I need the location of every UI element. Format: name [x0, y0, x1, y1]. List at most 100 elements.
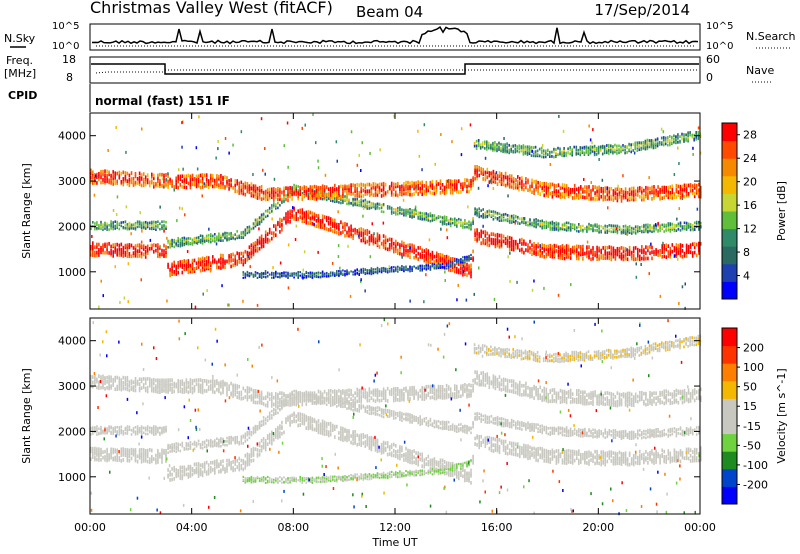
power-cell: [441, 256, 444, 261]
power-cell: [508, 236, 511, 240]
power-cell: [475, 147, 478, 150]
power-cell: [565, 186, 568, 191]
power-cell: [120, 248, 123, 252]
power-cell: [650, 139, 653, 142]
power-cell: [539, 181, 541, 185]
power-cell: [187, 240, 190, 244]
power-colorbar-segment: [722, 175, 737, 194]
velocity-cell: [193, 469, 196, 473]
power-cell: [122, 177, 125, 181]
power-cell: [659, 187, 661, 192]
power-cell: [277, 197, 279, 202]
power-cell: [598, 228, 600, 232]
power-cell: [122, 182, 125, 187]
power-cell: [622, 230, 625, 233]
power-cell: [527, 178, 529, 183]
power-cell: [510, 243, 513, 248]
power-cell: [543, 224, 545, 227]
power-cell: [220, 239, 222, 242]
power-cell: [110, 176, 112, 180]
power-cell: [417, 265, 419, 268]
power-cell: [531, 184, 533, 189]
power-cell: [683, 133, 685, 136]
power-cell: [118, 253, 121, 257]
power-cell: [431, 186, 434, 191]
power-cell: [230, 183, 232, 188]
power-cell: [142, 179, 145, 184]
power-cell: [661, 223, 663, 227]
power-cell: [264, 172, 266, 176]
power-cell: [205, 264, 208, 269]
power-cell: [427, 267, 430, 270]
power-cell: [338, 185, 340, 189]
power-cell: [413, 209, 415, 212]
velocity-cell: [140, 451, 143, 456]
power-cell: [417, 192, 419, 196]
velocity-cell: [173, 477, 175, 481]
power-cell: [311, 211, 314, 216]
power-cell: [494, 176, 497, 180]
power-cell: [212, 239, 214, 243]
power-cell: [128, 254, 131, 258]
power-cell: [563, 195, 566, 199]
power-cell: [419, 255, 421, 259]
power-cell: [569, 148, 571, 152]
power-cell: [376, 236, 379, 240]
power-cell: [222, 259, 224, 264]
power-cell: [161, 220, 163, 223]
power-cell: [555, 184, 558, 188]
power-cell: [480, 233, 482, 237]
power-cell: [496, 232, 499, 237]
velocity-cell: [244, 465, 247, 470]
power-cell: [199, 238, 202, 242]
power-cell: [573, 226, 576, 229]
velocity-cell: [301, 413, 304, 417]
power-cell: [126, 182, 129, 186]
power-cell: [512, 179, 515, 184]
velocity-cell: [323, 432, 326, 436]
power-cell: [120, 180, 123, 184]
power-cell: [411, 243, 413, 248]
power-cell: [484, 234, 487, 238]
power-cell: [220, 177, 222, 182]
velocity-cell: [250, 459, 253, 463]
power-cell: [573, 187, 576, 192]
power-cell: [534, 150, 537, 153]
power-cell: [573, 183, 576, 188]
power-cell: [533, 224, 535, 228]
power-cell: [90, 178, 92, 183]
power-cell: [393, 192, 395, 197]
power-cell: [470, 226, 472, 229]
power-cell: [390, 270, 393, 273]
power-cell: [397, 206, 399, 210]
power-cell: [299, 208, 301, 213]
velocity-cell: [102, 455, 104, 460]
power-cell: [128, 252, 131, 256]
power-cell: [669, 230, 672, 233]
velocity-cell: [134, 457, 137, 461]
power-cell: [352, 201, 354, 204]
power-cell: [364, 203, 367, 206]
power-cell: [685, 133, 687, 137]
power-cell: [618, 151, 620, 155]
power-cell: [317, 192, 320, 195]
power-cell: [472, 217, 474, 220]
power-cell: [468, 259, 470, 262]
power-cell: [508, 151, 510, 155]
velocity-cell: [118, 458, 121, 462]
power-cell: [443, 217, 446, 221]
power-cell: [441, 265, 444, 268]
power-cell: [153, 222, 155, 226]
power-cell: [386, 238, 389, 243]
power-cell: [592, 196, 594, 201]
power-cell: [207, 259, 210, 264]
power-cell: [437, 262, 440, 265]
power-cell: [305, 218, 308, 223]
power-cell: [698, 248, 700, 253]
power-cell: [360, 268, 362, 271]
power-cell: [395, 266, 397, 269]
power-cell: [352, 228, 354, 233]
power-cell: [555, 228, 558, 231]
power-cell: [578, 230, 580, 233]
power-cell: [446, 228, 448, 232]
